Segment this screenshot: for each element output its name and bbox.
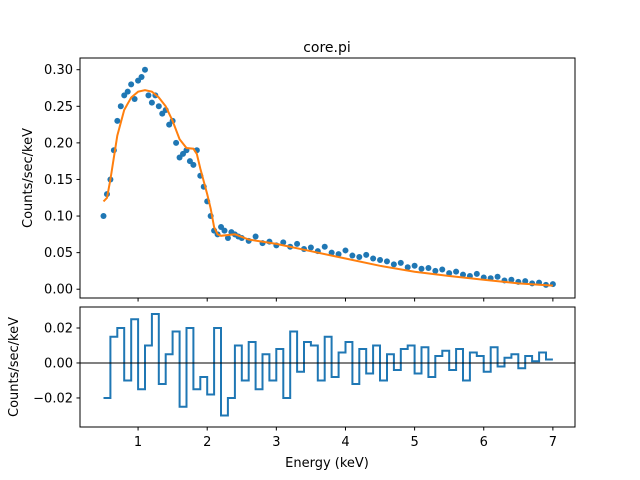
x-tick-label: 6 bbox=[480, 435, 488, 450]
residual-plot-area: −0.02 0.00 0.02 1 2 3 4 5 6 7 bbox=[33, 313, 575, 450]
data-point bbox=[404, 264, 411, 271]
data-point bbox=[100, 213, 107, 220]
data-point bbox=[190, 161, 197, 168]
x-tick-label: 4 bbox=[341, 435, 349, 450]
data-point bbox=[522, 278, 529, 285]
data-point bbox=[131, 95, 138, 102]
x-tick-label: 7 bbox=[549, 435, 557, 450]
data-point bbox=[383, 258, 390, 265]
bottom-axes-frame bbox=[79, 306, 576, 428]
data-point bbox=[390, 261, 397, 268]
top-plot-area: 0.00 0.05 0.10 0.15 0.20 0.25 0.30 bbox=[44, 63, 556, 302]
residual-line bbox=[103, 313, 553, 417]
top-y-axis-label: Counts/sec/keV bbox=[21, 128, 36, 228]
data-point bbox=[342, 247, 349, 254]
data-point bbox=[221, 227, 228, 234]
x-tick-label: 1 bbox=[134, 435, 142, 450]
data-point bbox=[145, 92, 152, 99]
y-tick-label: 0.25 bbox=[44, 100, 73, 115]
data-point bbox=[473, 270, 480, 277]
x-tick-label: 3 bbox=[272, 435, 280, 450]
data-point bbox=[453, 268, 460, 275]
data-point bbox=[321, 243, 328, 250]
data-point bbox=[252, 233, 259, 240]
y-tick-label: 0.10 bbox=[44, 210, 73, 225]
x-tick-label: 5 bbox=[410, 435, 418, 450]
y-tick-label: 0.00 bbox=[44, 283, 73, 298]
data-point bbox=[439, 266, 446, 273]
data-point bbox=[425, 265, 432, 271]
data-point bbox=[460, 271, 467, 278]
data-point bbox=[141, 66, 148, 73]
data-point bbox=[114, 117, 121, 124]
data-point bbox=[508, 276, 515, 283]
data-point bbox=[363, 251, 370, 258]
y-tick-label: 0.20 bbox=[44, 136, 73, 151]
data-point bbox=[173, 139, 180, 146]
y-tick-label: 0.00 bbox=[44, 356, 73, 371]
data-point bbox=[280, 239, 287, 246]
data-point bbox=[446, 270, 453, 277]
data-point bbox=[494, 273, 501, 280]
y-tick-label: 0.05 bbox=[44, 246, 73, 261]
data-point bbox=[418, 265, 425, 272]
data-point bbox=[377, 256, 384, 263]
data-point bbox=[124, 88, 131, 95]
top-axes-frame bbox=[79, 57, 576, 299]
data-point bbox=[294, 240, 301, 247]
data-point bbox=[432, 267, 439, 274]
x-axis-label: Energy (keV) bbox=[285, 456, 369, 471]
y-tick-label: 0.30 bbox=[44, 63, 73, 78]
data-point bbox=[138, 74, 145, 81]
x-tick-label: 2 bbox=[203, 435, 211, 450]
data-point bbox=[328, 249, 335, 256]
data-point bbox=[356, 254, 363, 261]
data-point bbox=[224, 235, 231, 241]
data-point bbox=[370, 255, 377, 262]
data-point bbox=[117, 103, 124, 110]
y-tick-label: 0.02 bbox=[44, 321, 73, 336]
chart-title: core.pi bbox=[303, 40, 351, 56]
data-point bbox=[307, 244, 314, 251]
y-tick-label: −0.02 bbox=[33, 391, 73, 406]
data-point bbox=[155, 103, 162, 110]
bottom-y-axis-label: Counts/sec/keV bbox=[7, 317, 22, 417]
data-point bbox=[411, 262, 418, 269]
data-point bbox=[397, 259, 404, 266]
model-line bbox=[102, 89, 553, 287]
data-point bbox=[349, 252, 356, 259]
y-tick-label: 0.15 bbox=[44, 173, 73, 188]
data-point bbox=[148, 99, 155, 106]
data-point bbox=[335, 251, 342, 258]
data-point bbox=[128, 81, 135, 88]
